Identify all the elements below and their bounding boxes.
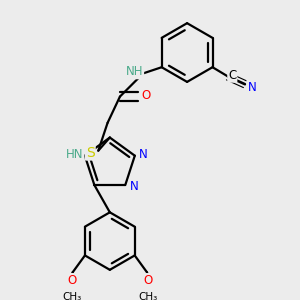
Text: CH₃: CH₃ <box>138 292 157 300</box>
Text: N: N <box>130 180 138 193</box>
Text: O: O <box>141 89 150 103</box>
Text: C: C <box>228 69 236 82</box>
Text: HN: HN <box>66 148 83 160</box>
Text: O: O <box>143 274 152 287</box>
Text: S: S <box>86 146 94 160</box>
Text: NH: NH <box>126 65 143 78</box>
Text: CH₃: CH₃ <box>62 292 82 300</box>
Text: N: N <box>248 81 256 94</box>
Text: N: N <box>139 148 148 160</box>
Text: O: O <box>67 274 76 287</box>
